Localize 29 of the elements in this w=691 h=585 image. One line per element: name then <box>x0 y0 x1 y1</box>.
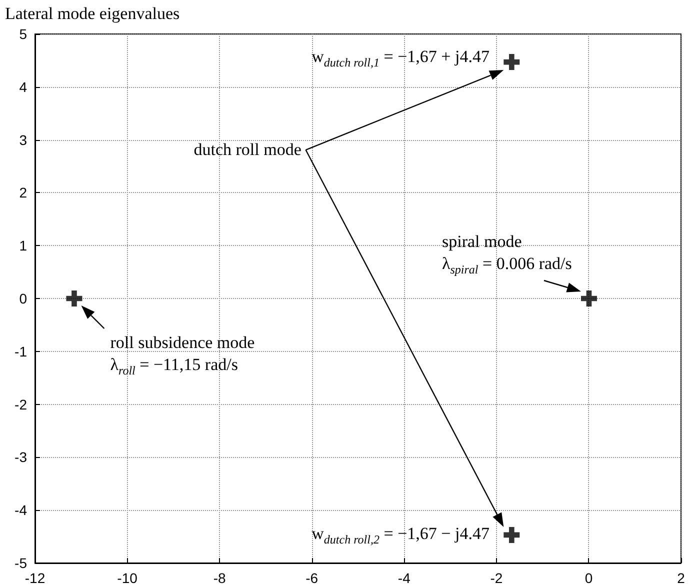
point <box>504 526 520 543</box>
annotation: w$_{dutch roll,2}$ = −1,67 − j4.47 <box>312 522 490 548</box>
x-tick-label: -6 <box>306 570 318 585</box>
x-tick-label: -8 <box>213 570 226 585</box>
annotation: roll subsidence mode λ$_{roll}$ = −11,15 rad/s <box>110 332 255 379</box>
x-tick-label: -12 <box>24 570 46 585</box>
annotation: dutch roll mode <box>194 138 302 161</box>
y-tick-label: 1 <box>19 238 28 254</box>
y-tick-label: 4 <box>19 78 28 95</box>
annotation: spiral mode λ$_{spiral}$ = 0.006 rad/s <box>442 230 572 278</box>
x-tick-label: -2 <box>490 570 503 585</box>
y-tick-label: 5 <box>19 26 28 42</box>
point <box>66 290 82 306</box>
x-tick-label: -10 <box>117 570 138 585</box>
y-tick-label: 0 <box>19 290 28 306</box>
x-tick-label: 0 <box>584 570 593 585</box>
x-tick-label: 2 <box>677 570 686 585</box>
y-tick-label: -5 <box>14 555 28 571</box>
y-tick-label: -1 <box>14 343 28 360</box>
y-tick-label: 2 <box>19 184 28 201</box>
y-tick-label: -2 <box>14 396 28 412</box>
y-tick-label: -4 <box>14 502 28 518</box>
point <box>580 290 597 306</box>
annotation: w$_{dutch roll,1}$ = −1,67 + j4.47 <box>312 46 490 72</box>
x-tick-label: -4 <box>398 570 411 585</box>
point <box>504 54 520 70</box>
y-tick-label: 3 <box>19 132 28 148</box>
y-tick-label: -3 <box>14 449 28 466</box>
chart-title: Lateral mode eigenvalues <box>5 4 180 23</box>
